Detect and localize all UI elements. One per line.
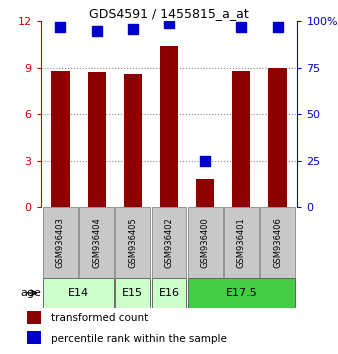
Bar <box>152 207 186 278</box>
Point <box>130 26 136 32</box>
Text: E15: E15 <box>122 288 143 298</box>
Point <box>275 24 280 30</box>
Text: age: age <box>20 288 41 298</box>
Bar <box>88 72 106 207</box>
Text: GSM936402: GSM936402 <box>165 217 173 268</box>
Bar <box>160 46 178 207</box>
Bar <box>196 179 214 207</box>
Bar <box>188 278 295 308</box>
Text: GSM936401: GSM936401 <box>237 217 246 268</box>
Bar <box>116 207 150 278</box>
Title: GDS4591 / 1455815_a_at: GDS4591 / 1455815_a_at <box>89 7 249 20</box>
Text: E17.5: E17.5 <box>225 288 257 298</box>
Text: GSM936403: GSM936403 <box>56 217 65 268</box>
Bar <box>51 71 70 207</box>
Text: GSM936404: GSM936404 <box>92 217 101 268</box>
Bar <box>79 207 114 278</box>
Text: percentile rank within the sample: percentile rank within the sample <box>51 334 226 344</box>
Bar <box>43 207 78 278</box>
Bar <box>232 71 250 207</box>
Bar <box>152 278 186 308</box>
Bar <box>116 278 150 308</box>
Bar <box>188 207 222 278</box>
Bar <box>224 207 259 278</box>
Point <box>239 24 244 30</box>
Bar <box>27 331 41 344</box>
Bar <box>260 207 295 278</box>
Text: E14: E14 <box>68 288 89 298</box>
Bar <box>268 68 287 207</box>
Point <box>166 20 172 26</box>
Bar <box>27 311 41 324</box>
Point <box>94 28 99 33</box>
Text: GSM936406: GSM936406 <box>273 217 282 268</box>
Text: GSM936405: GSM936405 <box>128 217 137 268</box>
Point <box>58 24 63 30</box>
Text: GSM936400: GSM936400 <box>201 217 210 268</box>
Bar <box>43 278 114 308</box>
Text: transformed count: transformed count <box>51 313 148 323</box>
Point <box>202 158 208 164</box>
Text: E16: E16 <box>159 288 179 298</box>
Bar <box>124 74 142 207</box>
